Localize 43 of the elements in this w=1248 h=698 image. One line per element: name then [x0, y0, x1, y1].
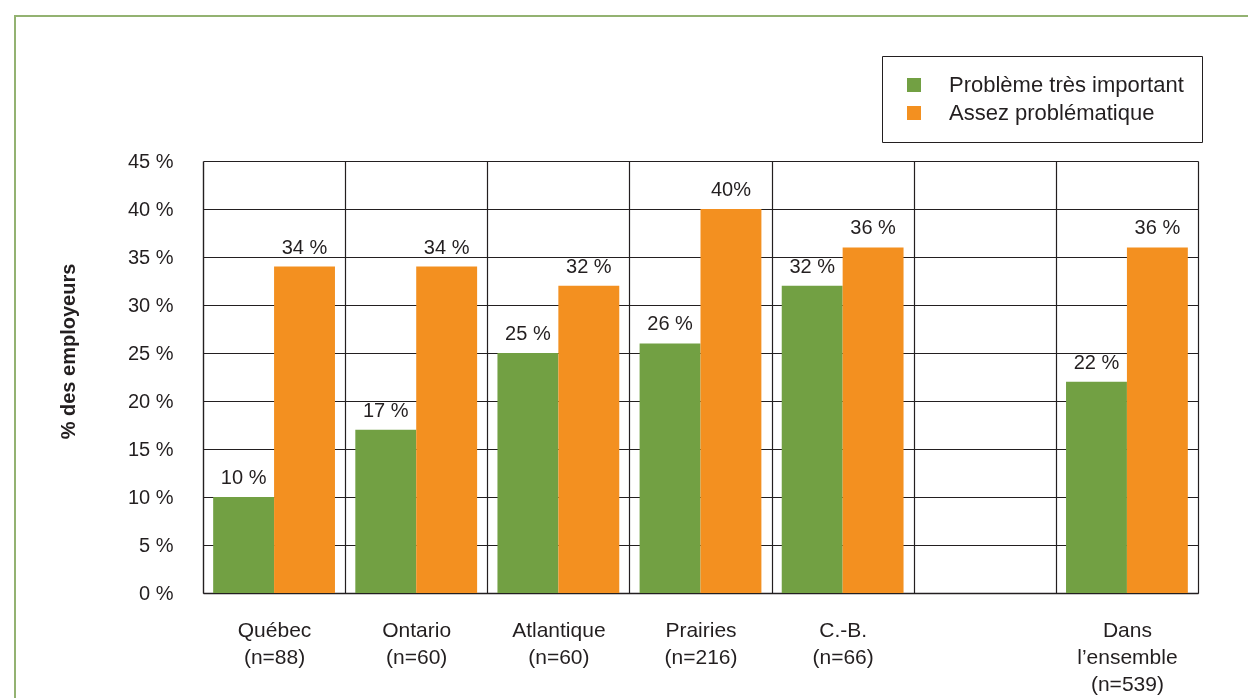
y-axis-title: % des employeurs [56, 263, 79, 440]
data-label: 34 % [423, 235, 470, 258]
x-tick-label: C.-B. (n=66) [812, 617, 874, 668]
bar [1066, 381, 1127, 593]
bar [700, 209, 762, 593]
x-tick-label: Atlantique (n=60) [512, 617, 606, 668]
y-tick-label: 30 % [127, 293, 174, 316]
bar [639, 343, 701, 593]
bar [1126, 247, 1188, 593]
x-tick-label: Québec (n=88) [237, 617, 312, 668]
y-tick-label: 20 % [127, 389, 174, 412]
data-label: 26 % [647, 312, 694, 335]
y-tick-label: 45 % [127, 149, 174, 172]
data-label: 22 % [1073, 350, 1120, 373]
y-tick-label: 0 % [139, 581, 174, 604]
bar [497, 353, 559, 593]
x-tick-label: Prairies (n=216) [664, 617, 738, 668]
y-tick-label: 40 % [127, 197, 174, 220]
y-tick-label: 35 % [127, 245, 174, 268]
y-tick-label: 5 % [139, 533, 174, 556]
bar [842, 247, 904, 593]
bar [355, 429, 417, 593]
data-label: 40% [710, 178, 752, 200]
bar [558, 285, 620, 593]
data-label: 34 % [281, 235, 328, 258]
y-tick-label: 10 % [127, 485, 174, 508]
data-label: 32 % [789, 254, 836, 277]
data-label: 32 % [566, 254, 612, 277]
x-tick-label: Ontario (n=60) [382, 617, 452, 668]
bar [213, 497, 275, 593]
data-label: 17 % [362, 398, 409, 421]
bar [416, 266, 478, 593]
data-label: 25 % [505, 322, 551, 344]
legend-label: Problème très important [949, 72, 1184, 97]
x-tick-label: Dans l’ensemble (n=539) [1077, 617, 1178, 695]
y-tick-label: 15 % [127, 437, 174, 460]
data-label: 10 % [220, 466, 267, 488]
legend-label: Assez problématique [949, 100, 1155, 125]
y-tick-label: 25 % [127, 341, 174, 364]
data-label: 36 % [1134, 216, 1181, 239]
data-label: 36 % [850, 216, 897, 239]
bar [274, 266, 335, 593]
bar [781, 285, 843, 593]
